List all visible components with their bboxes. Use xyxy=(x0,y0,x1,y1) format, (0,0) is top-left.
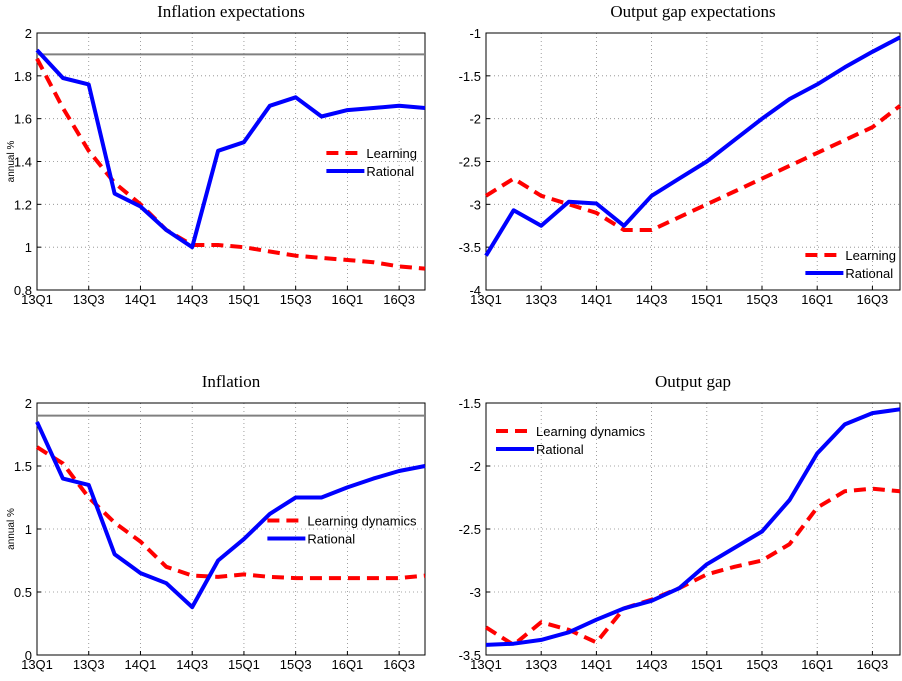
data-line xyxy=(484,486,901,647)
x-tick-label: 16Q3 xyxy=(856,292,888,307)
legend: Learning Rational xyxy=(326,146,417,179)
legend-label: Learning dynamics xyxy=(536,424,646,439)
data-line xyxy=(35,421,426,610)
y-tick-label: 1.5 xyxy=(14,459,32,474)
x-tick-label: 14Q1 xyxy=(125,657,157,672)
chart-title: Output gap xyxy=(655,372,731,391)
y-tick-label: -3 xyxy=(469,197,481,212)
data-line xyxy=(35,57,426,271)
y-tick-label: 2 xyxy=(25,26,32,41)
legend-label: Rational xyxy=(307,532,355,547)
x-tick-label: 13Q1 xyxy=(470,292,502,307)
plot-frame xyxy=(485,402,901,656)
y-axis-label: annual % xyxy=(6,508,17,550)
y-tick-label: 1 xyxy=(25,522,32,537)
y-tick-label: 1.6 xyxy=(14,112,32,127)
legend-label: Learning xyxy=(845,248,896,263)
y-tick-label: -2 xyxy=(469,459,481,474)
x-tick-label: 14Q3 xyxy=(636,657,668,672)
subplot: Output gap -3.5 -3 -2.5 -2 -1.5 13Q1 13Q3 14Q1 14… xyxy=(459,372,901,672)
x-tick-label: 16Q3 xyxy=(383,657,415,672)
y-tick-label: 2 xyxy=(25,396,32,411)
legend: Learning dynamics Rational xyxy=(496,424,646,457)
x-tick-label: 14Q3 xyxy=(176,657,208,672)
y-tick-label: 1.8 xyxy=(14,69,32,84)
x-tick-label: 16Q1 xyxy=(331,292,363,307)
data-line xyxy=(485,407,901,647)
x-tick-label: 15Q3 xyxy=(746,292,778,307)
y-tick-label: -4 xyxy=(469,283,481,298)
x-tick-label: 14Q3 xyxy=(176,292,208,307)
x-tick-label: 13Q3 xyxy=(525,657,557,672)
x-tick-label: 15Q3 xyxy=(280,292,312,307)
legend-label: Rational xyxy=(536,442,584,457)
subplot: Inflation annual % 0 0.5 1 1.5 2 13Q1 13Q3 14Q1 14… xyxy=(6,372,426,672)
x-tick-label: 15Q1 xyxy=(228,657,260,672)
y-tick-label: -2.5 xyxy=(459,522,481,537)
legend-label: Rational xyxy=(845,266,893,281)
chart-title: Inflation expectations xyxy=(157,2,305,21)
y-tick-label: 0.8 xyxy=(14,283,32,298)
legend-label: Learning xyxy=(366,146,417,161)
y-tick-label: 1 xyxy=(25,240,32,255)
x-tick-label: 16Q1 xyxy=(801,292,833,307)
legend-label: Learning dynamics xyxy=(307,514,417,529)
y-axis-label: annual % xyxy=(6,141,17,183)
y-tick-label: -2 xyxy=(469,112,481,127)
y-tick-label: -1.5 xyxy=(459,69,481,84)
y-tick-label: 1.4 xyxy=(14,155,32,170)
y-tick-label: 0.5 xyxy=(14,585,32,600)
plot-frame xyxy=(485,32,901,291)
data-line xyxy=(484,35,901,257)
x-tick-label: 13Q3 xyxy=(73,657,105,672)
x-tick-label: 14Q1 xyxy=(580,292,612,307)
y-tick-label: -2.5 xyxy=(459,155,481,170)
legend: Learning Rational xyxy=(805,248,896,281)
x-tick-label: 16Q1 xyxy=(331,657,363,672)
x-tick-label: 15Q1 xyxy=(228,292,260,307)
y-tick-label: -3.5 xyxy=(459,240,481,255)
data-line xyxy=(35,48,426,250)
subplot: Output gap expectations -4 -3.5 -3 -2.5 -2 -1.… xyxy=(459,2,902,307)
x-tick-label: 16Q3 xyxy=(383,292,415,307)
data-line xyxy=(484,104,902,232)
y-tick-label: -1.5 xyxy=(459,396,481,411)
x-tick-label: 15Q1 xyxy=(691,657,723,672)
y-tick-label: 0 xyxy=(25,648,32,663)
x-tick-label: 15Q3 xyxy=(280,657,312,672)
plot-frame xyxy=(36,32,426,291)
x-tick-label: 15Q3 xyxy=(746,657,778,672)
x-tick-label: 15Q1 xyxy=(691,292,723,307)
chart-title: Inflation xyxy=(202,372,261,391)
legend: Learning dynamics Rational xyxy=(267,514,417,547)
legend-label: Rational xyxy=(366,164,414,179)
x-tick-label: 13Q1 xyxy=(21,657,53,672)
x-tick-label: 14Q1 xyxy=(125,292,157,307)
y-tick-label: -1 xyxy=(469,26,481,41)
x-tick-label: 13Q3 xyxy=(525,292,557,307)
chart-title: Output gap expectations xyxy=(610,2,775,21)
plot-frame xyxy=(36,402,426,656)
x-tick-label: 13Q1 xyxy=(470,657,502,672)
y-tick-label: -3.5 xyxy=(459,648,481,663)
x-tick-label: 16Q1 xyxy=(801,657,833,672)
y-tick-label: -3 xyxy=(469,585,481,600)
y-tick-label: 1.2 xyxy=(14,197,32,212)
x-tick-label: 14Q1 xyxy=(580,657,612,672)
x-tick-label: 16Q3 xyxy=(856,657,888,672)
subplot: Inflation expectations annual % 0.8 1 1.2 1.4… xyxy=(6,2,426,307)
x-tick-label: 13Q1 xyxy=(21,292,53,307)
x-tick-label: 14Q3 xyxy=(636,292,668,307)
x-tick-label: 13Q3 xyxy=(73,292,105,307)
